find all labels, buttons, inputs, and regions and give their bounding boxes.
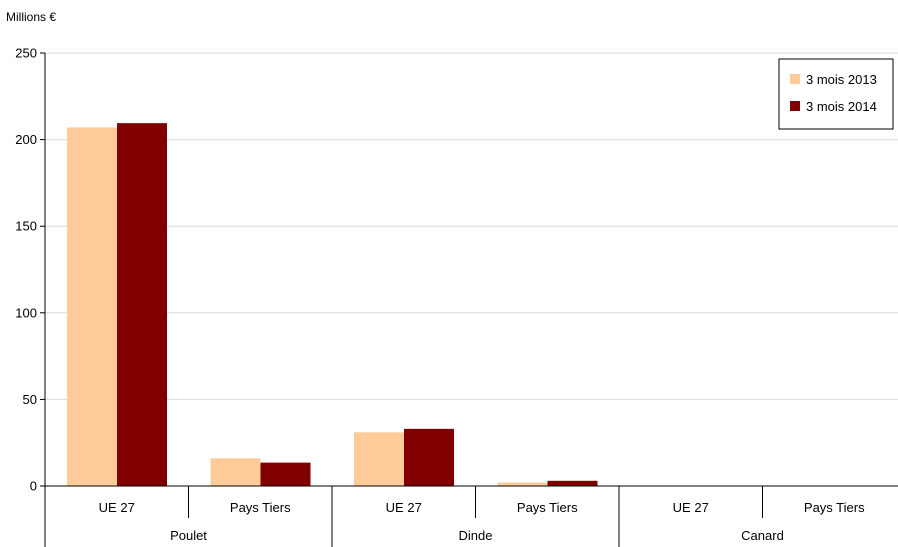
gridlines	[45, 52, 898, 400]
x-group-label: Canard	[741, 528, 784, 543]
x-group-label: Dinde	[459, 528, 493, 543]
x-category-label: UE 27	[99, 500, 135, 515]
y-tick-label: 100	[15, 305, 37, 320]
y-tick-label: 200	[15, 132, 37, 147]
x-category-label: Pays Tiers	[517, 500, 578, 515]
bar	[547, 480, 598, 486]
legend-label: 3 mois 2013	[806, 72, 877, 87]
legend-label: 3 mois 2014	[806, 99, 877, 114]
bar	[210, 458, 261, 486]
y-tick-label: 150	[15, 219, 37, 234]
y-axis-unit-label: Millions €	[6, 10, 56, 24]
y-tick-label: 0	[30, 479, 37, 494]
legend-swatch	[790, 74, 800, 84]
axes	[44, 53, 898, 547]
x-group-label: Poulet	[170, 528, 207, 543]
y-tick-label: 50	[23, 392, 37, 407]
x-category-label: Pays Tiers	[230, 500, 291, 515]
x-axis-labels: UE 27 Pays Tiers UE 27 Pays Tiers UE 27 Pays …	[99, 486, 865, 547]
legend-box	[778, 58, 894, 130]
x-category-label: UE 27	[386, 500, 422, 515]
bars	[67, 123, 598, 487]
y-axis-ticks: 0 50 100 150 200 250	[15, 46, 45, 494]
x-category-label: Pays Tiers	[804, 500, 865, 515]
bar	[260, 462, 311, 486]
legend-swatch	[790, 101, 800, 111]
legend: 3 mois 2013 3 mois 2014	[778, 58, 894, 130]
bar	[117, 123, 167, 487]
y-tick-label: 250	[15, 46, 37, 61]
bar	[404, 428, 454, 486]
bar	[67, 127, 117, 486]
x-category-label: UE 27	[673, 500, 709, 515]
bar	[354, 432, 404, 486]
bar	[497, 482, 548, 486]
